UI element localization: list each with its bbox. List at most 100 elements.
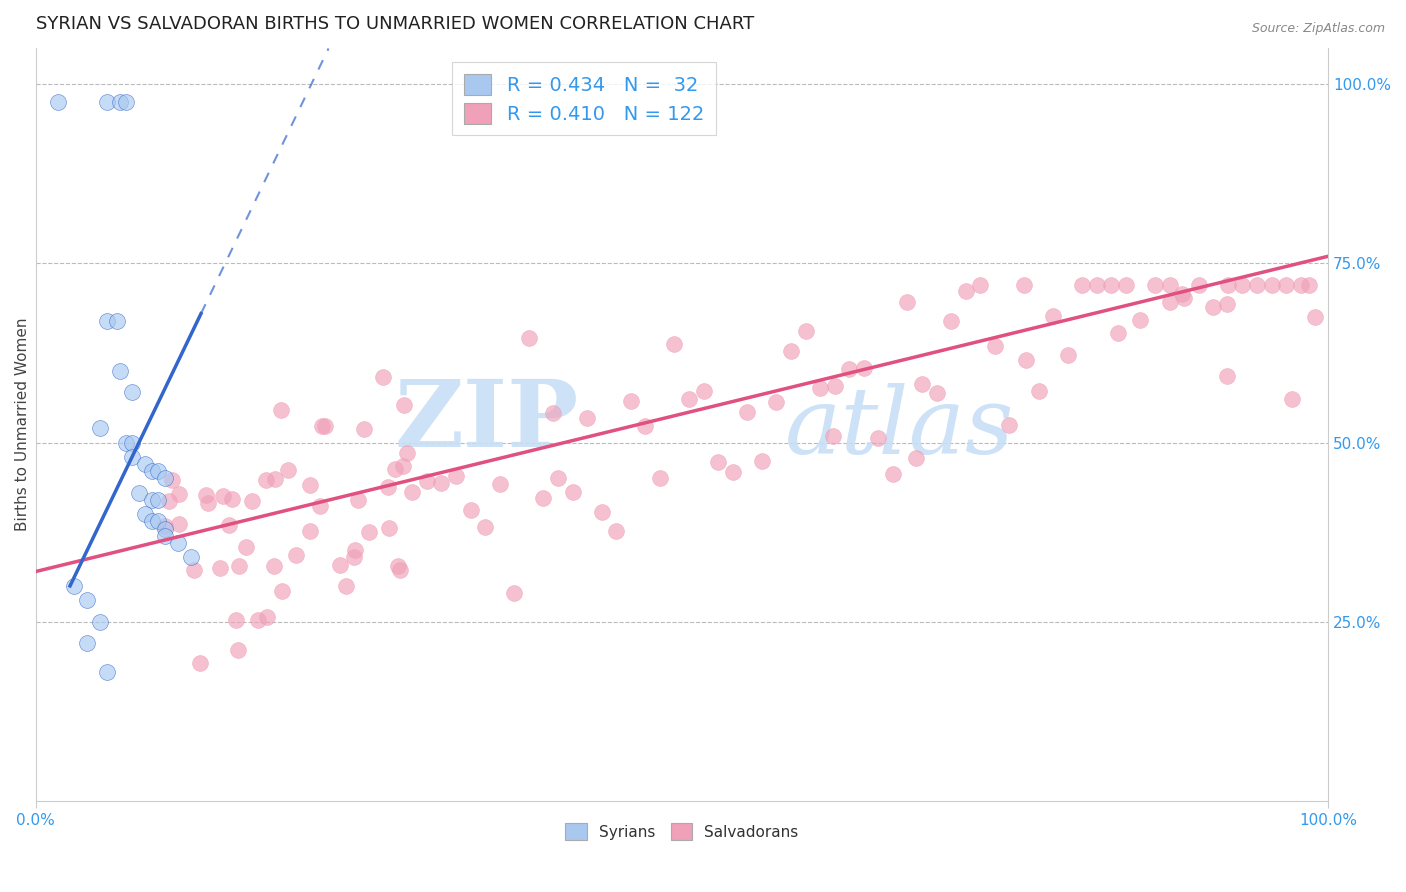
Legend: Syrians, Salvadorans: Syrians, Salvadorans xyxy=(560,817,804,846)
Point xyxy=(277,463,299,477)
Point xyxy=(1216,296,1239,310)
Point xyxy=(195,488,218,502)
Point xyxy=(1275,277,1298,292)
Point xyxy=(541,406,564,420)
Point xyxy=(134,457,156,471)
Point xyxy=(648,471,671,485)
Point xyxy=(197,496,219,510)
Point xyxy=(344,543,367,558)
Text: SYRIAN VS SALVADORAN BIRTHS TO UNMARRIED WOMEN CORRELATION CHART: SYRIAN VS SALVADORAN BIRTHS TO UNMARRIED… xyxy=(35,15,754,33)
Point xyxy=(1015,353,1038,368)
Point xyxy=(96,665,118,679)
Point xyxy=(160,473,183,487)
Y-axis label: Births to Unmarried Women: Births to Unmarried Women xyxy=(15,318,30,532)
Point xyxy=(335,578,357,592)
Point xyxy=(270,403,292,417)
Point xyxy=(941,313,963,327)
Point xyxy=(121,435,143,450)
Point xyxy=(153,518,176,533)
Point xyxy=(218,518,240,533)
Point xyxy=(394,398,416,412)
Point xyxy=(751,454,773,468)
Point xyxy=(284,548,307,562)
Point xyxy=(474,520,496,534)
Point xyxy=(1144,277,1167,292)
Point xyxy=(925,386,948,401)
Point xyxy=(561,484,583,499)
Point xyxy=(824,379,846,393)
Point xyxy=(153,529,176,543)
Point xyxy=(89,421,111,435)
Point xyxy=(240,494,263,508)
Point xyxy=(1281,392,1303,407)
Point xyxy=(256,609,278,624)
Point xyxy=(517,331,540,345)
Point xyxy=(984,339,1007,353)
Point xyxy=(955,284,977,298)
Point xyxy=(115,435,138,450)
Point xyxy=(141,515,163,529)
Point xyxy=(503,585,526,599)
Point xyxy=(377,480,399,494)
Point xyxy=(1099,277,1122,292)
Point xyxy=(141,464,163,478)
Point xyxy=(121,450,143,464)
Point xyxy=(169,517,191,532)
Point xyxy=(108,95,131,110)
Point xyxy=(63,579,86,593)
Point xyxy=(896,294,918,309)
Point xyxy=(1298,277,1320,292)
Point xyxy=(852,361,875,376)
Point xyxy=(298,524,321,538)
Point xyxy=(678,392,700,407)
Point xyxy=(314,418,336,433)
Point xyxy=(444,469,467,483)
Point xyxy=(430,475,453,490)
Point xyxy=(821,429,844,443)
Point xyxy=(838,361,860,376)
Point xyxy=(166,536,188,550)
Point xyxy=(882,467,904,481)
Point xyxy=(969,277,991,292)
Point xyxy=(1232,277,1254,292)
Point xyxy=(357,524,380,539)
Point xyxy=(148,464,170,478)
Point xyxy=(209,561,232,575)
Point xyxy=(905,451,928,466)
Point xyxy=(396,446,419,460)
Point xyxy=(121,385,143,400)
Point xyxy=(634,418,657,433)
Point xyxy=(254,473,277,487)
Point xyxy=(664,336,686,351)
Point xyxy=(1171,287,1194,301)
Point xyxy=(183,563,205,577)
Point xyxy=(591,505,613,519)
Point xyxy=(1289,277,1312,292)
Point xyxy=(547,471,569,485)
Point xyxy=(488,476,510,491)
Point xyxy=(157,494,180,508)
Point xyxy=(1159,277,1181,292)
Point xyxy=(264,472,287,486)
Point xyxy=(808,381,831,395)
Point xyxy=(1056,348,1078,362)
Point xyxy=(378,521,401,535)
Point xyxy=(1303,310,1326,325)
Point xyxy=(105,314,128,328)
Text: Source: ZipAtlas.com: Source: ZipAtlas.com xyxy=(1251,22,1385,36)
Point xyxy=(270,583,292,598)
Point xyxy=(246,614,269,628)
Point xyxy=(392,459,415,474)
Point xyxy=(212,489,235,503)
Point xyxy=(353,422,375,436)
Text: ZIP: ZIP xyxy=(394,376,578,466)
Point xyxy=(108,364,131,378)
Point xyxy=(780,344,803,359)
Point xyxy=(416,474,439,488)
Point xyxy=(911,376,934,391)
Point xyxy=(721,466,744,480)
Point xyxy=(1159,294,1181,309)
Point xyxy=(76,593,98,607)
Point xyxy=(576,411,599,425)
Point xyxy=(221,492,243,507)
